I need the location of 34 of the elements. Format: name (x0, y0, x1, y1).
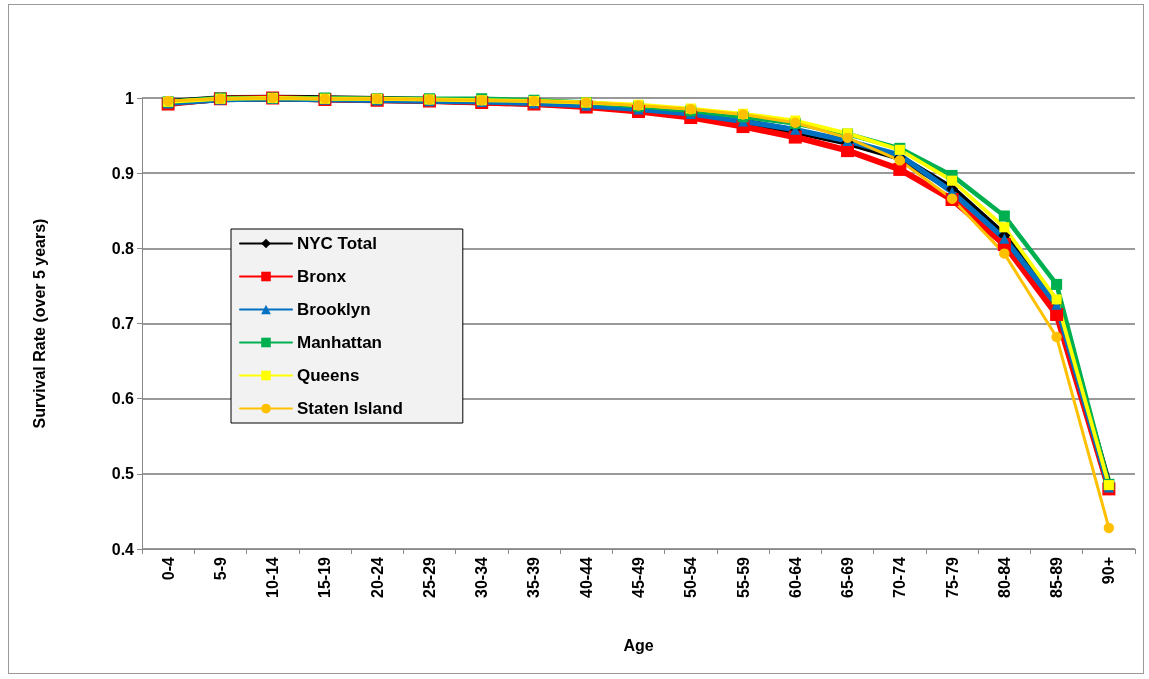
x-tick-label: 60-64 (786, 556, 804, 598)
y-tick-label: 0.9 (111, 164, 135, 182)
y-tick-label: 0.4 (111, 540, 135, 558)
y-tick-label: 0.6 (111, 390, 135, 408)
legend-label: Brooklyn (297, 300, 371, 319)
x-tick-label: 85-89 (1048, 556, 1066, 598)
x-tick-label: 45-49 (630, 556, 647, 598)
x-tick-label: 15-19 (316, 556, 334, 598)
x-tick-label: 75-79 (943, 556, 961, 598)
x-tick-label: 80-84 (995, 556, 1013, 598)
x-tick-label: 50-54 (682, 556, 700, 598)
legend-label: Staten Island (297, 399, 403, 418)
x-tick-label: 65-69 (839, 556, 857, 598)
x-axis-title: Age (623, 636, 654, 654)
legend-label: Queens (297, 366, 360, 385)
y-tick-label: 0.5 (111, 465, 135, 483)
x-tick-label: 70-74 (891, 556, 909, 598)
x-tick-label: 0-4 (159, 556, 177, 581)
x-tick-label: 30-34 (473, 556, 491, 598)
x-tick-label: 55-59 (734, 556, 752, 598)
legend-label: Bronx (297, 267, 347, 286)
y-tick-label: 1 (125, 89, 135, 107)
x-tick-label: 5-9 (211, 556, 229, 581)
y-tick-label: 0.7 (111, 315, 135, 332)
x-tick-label: 20-24 (368, 556, 386, 598)
x-tick-label: 25-29 (420, 556, 438, 598)
x-tick-label: 10-14 (264, 556, 282, 598)
y-axis-title: Survival Rate (over 5 years) (30, 218, 48, 429)
x-tick-label: 40-44 (577, 556, 595, 598)
legend-label: Manhattan (297, 333, 382, 352)
x-tick-label: 35-39 (525, 556, 543, 598)
y-tick-label: 0.8 (111, 239, 135, 257)
legend-label: NYC Total (297, 234, 377, 253)
x-tick-label: 90+ (1100, 557, 1118, 585)
